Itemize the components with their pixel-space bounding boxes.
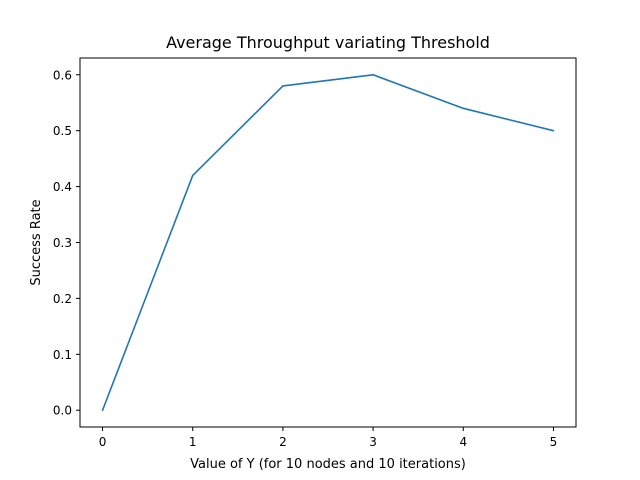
x-tick-label: 0	[99, 435, 107, 449]
chart-title: Average Throughput variating Threshold	[166, 33, 490, 52]
x-tick-label: 4	[459, 435, 467, 449]
y-axis-label: Success Rate	[29, 199, 44, 285]
x-tick-label: 3	[369, 435, 377, 449]
x-tick-label: 1	[189, 435, 197, 449]
x-tick-label: 2	[279, 435, 287, 449]
y-tick-label: 0.2	[53, 292, 72, 306]
x-axis-label: Value of Y (for 10 nodes and 10 iteratio…	[190, 457, 466, 472]
y-tick-label: 0.6	[53, 68, 72, 82]
series-line	[101, 73, 555, 412]
y-tick-label: 0.3	[53, 236, 72, 250]
y-tick-label: 0.5	[53, 124, 72, 138]
y-tick-label: 0.1	[53, 348, 72, 362]
y-tick-label: 0.4	[53, 180, 72, 194]
x-tick-label: 5	[550, 435, 558, 449]
x-axis-ticks: 0 1 2 3 4 5	[99, 427, 558, 449]
axes-frame	[79, 57, 577, 428]
y-axis-ticks: 0.0 0.1 0.2 0.3 0.4 0.5 0.6	[53, 68, 80, 418]
y-tick-label: 0.0	[53, 404, 72, 418]
